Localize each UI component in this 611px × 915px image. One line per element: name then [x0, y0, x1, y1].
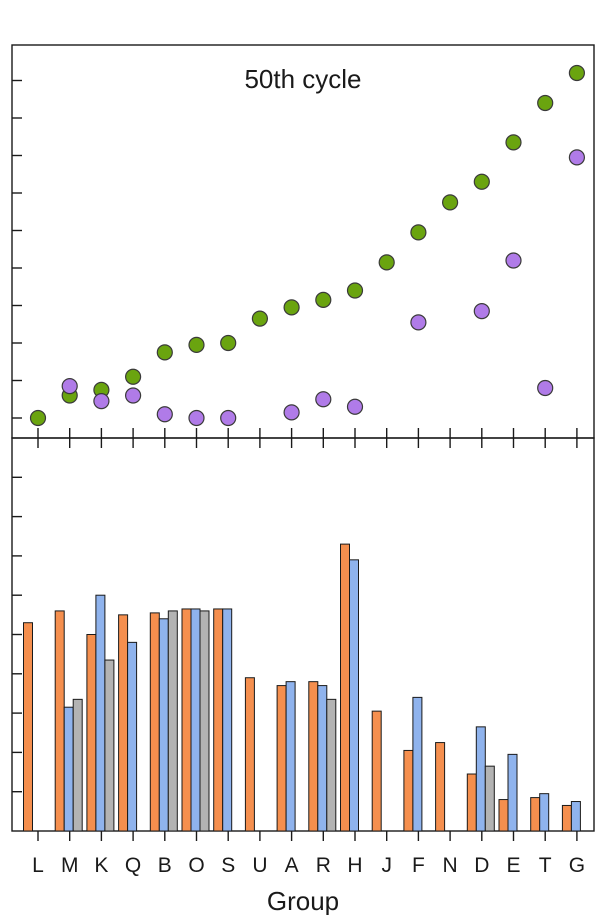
scatter-point-series-1-T — [537, 94, 554, 112]
bar-series-2-Q — [127, 641, 138, 832]
scatter-point-series-2-M — [61, 378, 78, 395]
bar-series-1-E — [498, 799, 509, 832]
bar-series-1-L — [23, 622, 33, 832]
bar-series-2-E — [507, 753, 518, 832]
bar-series-3-O — [199, 610, 210, 832]
x-tick-label-S: S — [221, 854, 235, 877]
x-tick-label-U: U — [252, 854, 267, 877]
bar-series-1-A — [276, 685, 287, 832]
bar-series-1-B — [149, 612, 160, 832]
scatter-point-series-1-G — [568, 64, 586, 82]
top-y-ticks — [12, 79, 22, 419]
bar-series-2-K — [95, 594, 106, 832]
scatter-point-series-1-R — [315, 291, 332, 308]
scatter-point-series-2-H — [346, 398, 364, 415]
bar-series-2-F — [412, 696, 423, 832]
x-tick-label-G: G — [569, 854, 585, 877]
bar-series-2-M — [63, 706, 74, 832]
x-tick-label-Q: Q — [125, 854, 141, 877]
scatter-point-series-1-O — [188, 336, 205, 353]
bar-series-2-R — [317, 685, 328, 832]
scatter-point-series-2-S — [220, 409, 237, 427]
scatter-point-series-2-G — [568, 149, 586, 166]
scatter-point-series-1-U — [251, 310, 268, 327]
bottom-x-ticks — [37, 438, 578, 841]
bar-series-1-H — [340, 543, 350, 832]
bar-series-1-J — [371, 710, 382, 832]
scatter-point-series-1-F — [410, 224, 427, 241]
bar-series-2-O — [190, 608, 201, 832]
scatter-point-series-2-T — [537, 379, 554, 397]
scatter-point-series-2-K — [93, 393, 110, 410]
top-panel-title: 50th cycle — [244, 64, 361, 94]
bar-series-1-K — [86, 634, 97, 832]
scatter-point-series-2-Q — [125, 387, 142, 404]
bar-series-3-B — [167, 610, 178, 832]
bar-series-3-R — [326, 698, 337, 832]
bar-series-1-Q — [118, 614, 129, 832]
x-tick-label-B: B — [158, 854, 172, 877]
scatter-point-series-1-A — [283, 299, 300, 316]
scatter-points — [29, 64, 586, 427]
bar-series — [23, 543, 581, 832]
scatter-point-series-1-N — [442, 194, 459, 211]
bar-series-1-R — [308, 681, 319, 832]
x-tick-label-F: F — [412, 854, 425, 877]
scatter-point-series-2-D — [473, 303, 490, 320]
x-tick-label-T: T — [539, 854, 552, 877]
scatter-point-series-2-E — [505, 252, 522, 269]
bar-series-2-T — [539, 793, 550, 832]
x-tick-label-N: N — [443, 854, 458, 877]
x-tick-label-M: M — [61, 854, 79, 877]
bar-series-2-A — [285, 681, 296, 832]
x-tick-label-K: K — [94, 854, 108, 877]
top-plot-frame — [11, 44, 595, 439]
bar-series-2-H — [349, 559, 359, 832]
bar-series-2-S — [222, 608, 233, 832]
bar-series-1-G — [561, 804, 572, 832]
x-tick-label-O: O — [188, 854, 204, 877]
bar-series-1-O — [181, 608, 192, 832]
x-tick-label-D: D — [474, 854, 489, 877]
bar-series-2-D — [475, 726, 486, 832]
scatter-point-series-2-R — [315, 391, 332, 408]
scatter-point-series-1-H — [346, 282, 364, 299]
bar-series-3-D — [484, 765, 495, 832]
scatter-point-series-2-B — [156, 406, 173, 423]
scatter-point-series-1-S — [220, 334, 237, 352]
x-tick-label-L: L — [32, 854, 44, 877]
bar-series-1-T — [530, 797, 541, 832]
scatter-point-series-1-Q — [125, 368, 142, 385]
bar-series-1-N — [435, 742, 446, 832]
bottom-y-ticks — [12, 476, 22, 793]
bar-series-1-D — [466, 773, 477, 832]
bar-series-1-U — [244, 677, 255, 832]
scatter-point-series-1-B — [156, 344, 173, 361]
top-x-ticks — [37, 428, 578, 438]
x-tick-label-E: E — [506, 854, 520, 877]
scatter-point-series-1-D — [473, 173, 490, 190]
x-tick-label-A: A — [285, 854, 299, 877]
bar-series-1-M — [54, 610, 65, 832]
top-panel: 50th cycle — [11, 44, 595, 439]
x-tick-label-J: J — [381, 854, 392, 877]
x-axis-label: Group — [267, 886, 339, 915]
bar-series-2-G — [570, 801, 581, 832]
scatter-point-series-2-A — [283, 404, 300, 421]
scatter-point-series-2-F — [410, 314, 427, 331]
scatter-point-series-1-J — [378, 254, 395, 271]
x-tick-label-R: R — [316, 854, 331, 877]
bar-series-1-F — [403, 749, 414, 832]
scatter-point-series-1-E — [505, 134, 522, 151]
scatter-point-series-1-L — [29, 409, 47, 427]
bar-series-2-B — [158, 618, 169, 832]
x-tick-label-H: H — [347, 854, 362, 877]
bar-series-3-M — [72, 698, 83, 832]
scatter-point-series-2-O — [188, 409, 205, 427]
bar-series-3-K — [104, 659, 115, 832]
bar-series-1-S — [213, 608, 224, 832]
